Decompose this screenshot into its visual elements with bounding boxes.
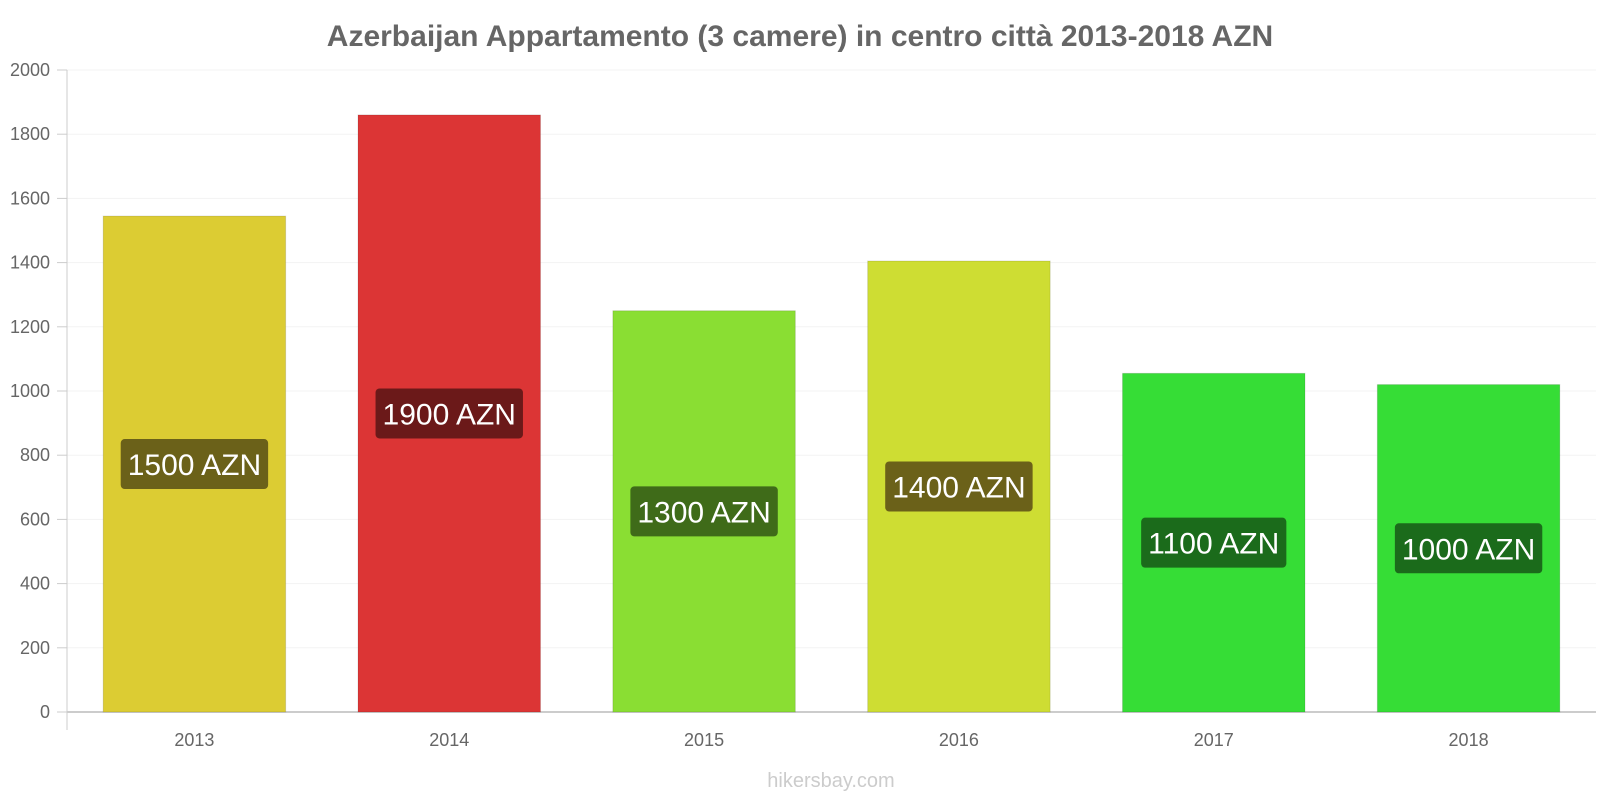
data-label-background <box>630 486 778 537</box>
chart-title: Azerbaijan Appartamento (3 camere) in ce… <box>327 20 1273 53</box>
data-labels: 1500 AZN 1900 AZN 1300 AZN 1400 AZN 1100 AZN… <box>120 388 1543 574</box>
bars <box>102 114 1561 713</box>
data-label-background <box>375 388 523 439</box>
y-tick-label: 1200 <box>10 317 50 337</box>
data-label-text: 1400 AZN <box>892 471 1025 504</box>
grid-lines <box>67 69 1596 649</box>
y-tick-label: 2000 <box>10 60 50 80</box>
x-tick-label: 2013 <box>174 730 214 750</box>
data-label-background <box>120 439 269 490</box>
data-label-text: 1300 AZN <box>637 496 770 529</box>
data-label-2017: 1100 AZN <box>1141 517 1287 568</box>
data-label-text: 1900 AZN <box>383 398 516 431</box>
x-tick-labels: 2013 2014 2015 2016 2017 2018 <box>174 730 1488 750</box>
x-tick-label: 2017 <box>1194 730 1234 750</box>
data-label-2016: 1400 AZN <box>885 461 1033 512</box>
y-tick-label: 800 <box>20 445 50 465</box>
data-label-2014: 1900 AZN <box>375 388 523 439</box>
data-label-background <box>1394 523 1543 574</box>
x-tick-label: 2016 <box>939 730 979 750</box>
watermark-text: hikersbay.com <box>767 770 894 792</box>
y-tick-label: 1800 <box>10 124 50 144</box>
data-label-text: 1500 AZN <box>128 449 261 482</box>
data-label-background <box>885 461 1033 512</box>
x-tick-label: 2015 <box>684 730 724 750</box>
y-tick-label: 0 <box>40 702 50 722</box>
y-tick-label: 1000 <box>10 381 50 401</box>
y-tick-label: 400 <box>20 574 50 594</box>
y-tick-label: 200 <box>20 638 50 658</box>
y-tick-label: 600 <box>20 509 50 529</box>
axes <box>66 70 1596 730</box>
y-tick-labels: 0 200 400 600 800 1000 1200 1400 1600 1800 2000 <box>10 60 67 722</box>
y-tick-label: 1600 <box>10 188 50 208</box>
data-label-background <box>1141 517 1287 568</box>
data-label-text: 1100 AZN <box>1148 528 1279 561</box>
data-label-2018: 1000 AZN <box>1394 523 1543 574</box>
data-label-2015: 1300 AZN <box>630 486 778 537</box>
data-label-text: 1000 AZN <box>1402 533 1535 566</box>
x-tick-label: 2014 <box>429 730 469 750</box>
x-tick-label: 2018 <box>1449 730 1489 750</box>
y-tick-label: 1400 <box>10 253 50 273</box>
data-label-2013: 1500 AZN <box>120 439 269 490</box>
